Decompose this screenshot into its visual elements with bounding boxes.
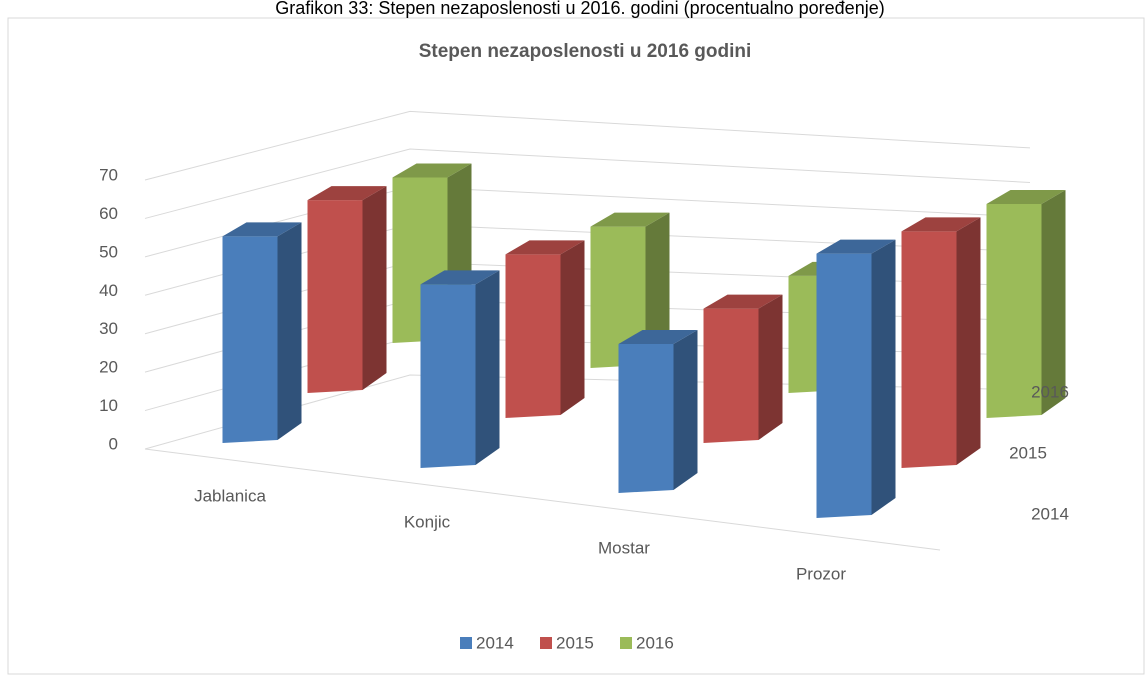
bar — [590, 212, 670, 368]
legend-label: 2014 — [476, 633, 514, 652]
y-tick-label: 50 — [99, 242, 118, 261]
bar-side — [277, 222, 302, 440]
bar — [420, 270, 500, 468]
legend-swatch — [540, 637, 552, 649]
y-tick-label: 10 — [99, 396, 118, 415]
x-tick-label: Jablanica — [194, 486, 266, 505]
bar-top — [618, 329, 698, 344]
legend-label: 2016 — [636, 633, 674, 652]
bar-front — [703, 308, 759, 443]
x-tick-label: Mostar — [598, 538, 650, 557]
bar — [901, 217, 981, 468]
caption: Grafikon 33: Stepen nezaposlenosti u 201… — [275, 0, 884, 18]
y-tick-label: 30 — [99, 319, 118, 338]
depth-label: 2014 — [1031, 504, 1069, 523]
bar-front — [618, 343, 674, 493]
floor — [144, 448, 941, 551]
legend-swatch — [620, 637, 632, 649]
bar-front — [986, 204, 1042, 418]
bar-side — [673, 329, 698, 490]
bar-side — [871, 239, 896, 515]
depth-label: 2015 — [1009, 443, 1047, 462]
bar-front — [590, 226, 646, 368]
y-tick-label: 70 — [99, 165, 118, 184]
y-tick-label: 60 — [99, 204, 118, 223]
bar-side — [645, 212, 670, 365]
bar-top — [392, 163, 472, 178]
bar-top — [901, 217, 981, 232]
bar-side — [475, 270, 500, 465]
bar-top — [420, 270, 500, 285]
y-tick-label: 20 — [99, 358, 118, 377]
grid-line — [144, 148, 1031, 219]
bar-side — [560, 240, 585, 415]
bar-front — [816, 253, 872, 518]
grid-line — [144, 110, 1031, 181]
bar — [618, 329, 698, 493]
bar-side — [758, 294, 783, 440]
bar-top — [505, 240, 585, 255]
legend-swatch — [460, 637, 472, 649]
y-tick-label: 40 — [99, 281, 118, 300]
bar — [307, 186, 387, 393]
bar — [505, 240, 585, 418]
x-tick-label: Prozor — [796, 564, 846, 583]
y-tick-label: 0 — [109, 434, 118, 453]
chart-title: Stepen nezaposlenosti u 2016 godini — [419, 41, 752, 62]
bar-top — [816, 239, 896, 254]
bar-front — [307, 200, 363, 393]
bar-front — [901, 231, 957, 468]
bar — [816, 239, 896, 518]
bar-front — [505, 254, 561, 418]
legend-label: 2015 — [556, 633, 594, 652]
depth-label: 2016 — [1031, 382, 1069, 401]
bar-top — [703, 294, 783, 309]
bar-side — [1041, 190, 1066, 415]
bar-top — [986, 190, 1066, 205]
bar-front — [420, 284, 476, 468]
bar-front — [222, 236, 278, 443]
bar-side — [362, 186, 387, 390]
bar — [703, 294, 783, 443]
x-tick-label: Konjic — [404, 512, 451, 531]
bar — [986, 190, 1066, 418]
bar-side — [956, 217, 981, 465]
bar-top — [222, 222, 302, 237]
bar — [222, 222, 302, 443]
bar-top — [590, 212, 670, 227]
bar-top — [307, 186, 387, 201]
